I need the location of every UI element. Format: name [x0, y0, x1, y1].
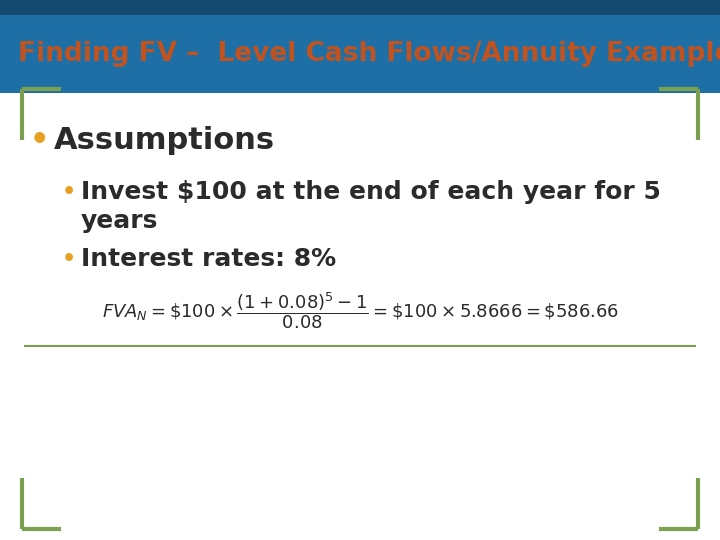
Bar — [0, 93, 720, 529]
Text: •: • — [61, 181, 76, 202]
Text: years: years — [81, 210, 158, 233]
Bar — [0, 0, 720, 15]
Bar — [0, 15, 720, 93]
Text: Interest rates: 8%: Interest rates: 8% — [81, 247, 336, 271]
Text: •: • — [30, 126, 50, 155]
Text: $\mathit{FVA}_{N} = \$100 \times \dfrac{(1 + 0.08)^{5} - 1}{0.08} = \$100 \times: $\mathit{FVA}_{N} = \$100 \times \dfrac{… — [102, 290, 618, 331]
Text: Finding FV –  Level Cash Flows/Annuity Example: Finding FV – Level Cash Flows/Annuity Ex… — [18, 41, 720, 68]
Text: Assumptions: Assumptions — [54, 126, 275, 155]
Text: Invest $100 at the end of each year for 5: Invest $100 at the end of each year for … — [81, 180, 660, 204]
Text: •: • — [61, 249, 76, 269]
